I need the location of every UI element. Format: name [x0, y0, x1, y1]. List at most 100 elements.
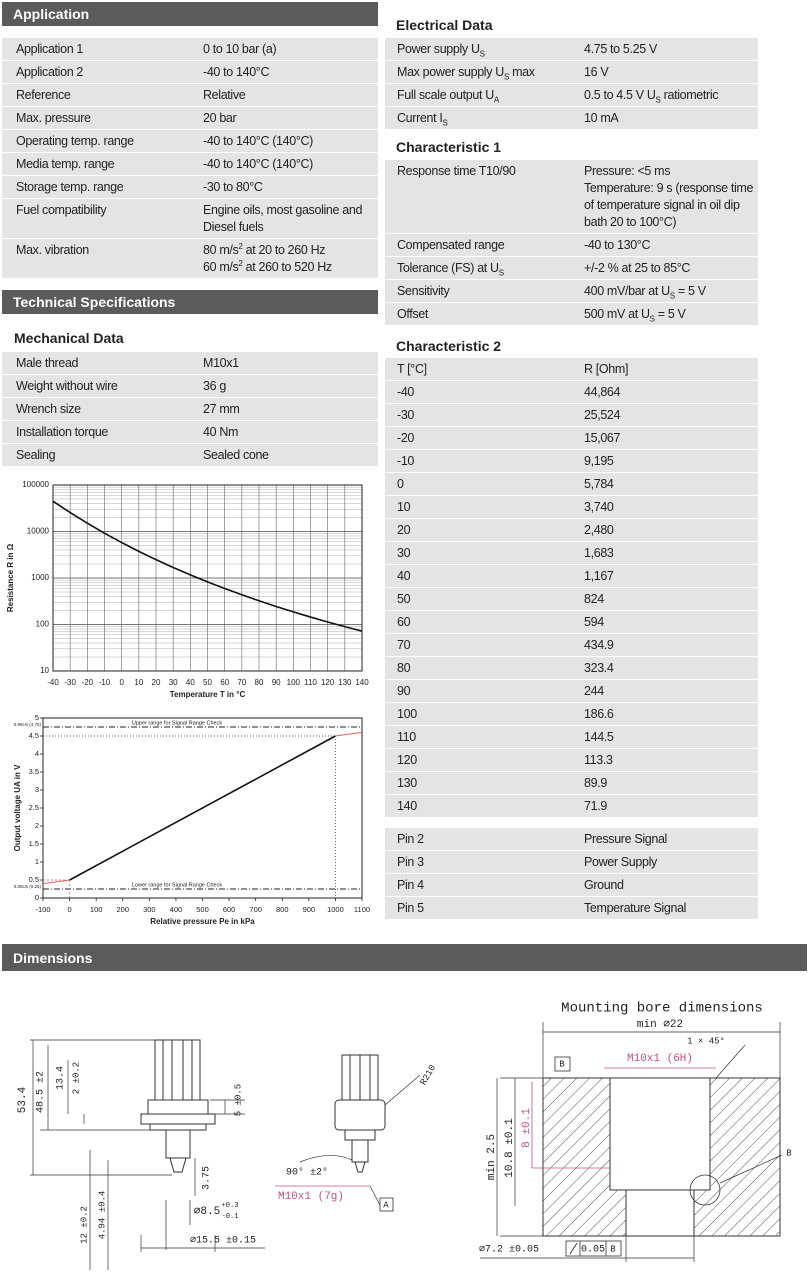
- row-label: 60: [385, 614, 584, 631]
- text: 60 m/s: [203, 260, 239, 274]
- text: Application 2: [16, 65, 84, 79]
- text: 60: [397, 615, 411, 629]
- text: 9,195: [584, 454, 614, 468]
- table-row: 140 71.9: [385, 795, 758, 818]
- x-tick-label: 60: [220, 678, 229, 687]
- text: 40: [397, 569, 411, 583]
- dimension-label: ⌀8.5: [194, 1206, 220, 1218]
- text: 16 V: [584, 65, 609, 79]
- table-row: 90 244: [385, 680, 758, 703]
- reference-label: Upper range for Signal Range Check: [132, 720, 222, 726]
- row-value: 10 mA: [584, 110, 758, 127]
- text: Response time T10/90: [397, 164, 516, 178]
- y-tick-label: 1.5: [29, 839, 39, 848]
- text: Compensated range: [397, 238, 505, 252]
- data-line: [42, 879, 70, 885]
- y-tick-label: 4.5: [29, 731, 39, 740]
- y-tick-label: 2: [35, 821, 39, 830]
- row-value: 71.9: [584, 798, 758, 815]
- text: Max. pressure: [16, 111, 91, 125]
- text: Pin 5: [397, 901, 424, 915]
- x-tick-label: 0: [67, 905, 71, 914]
- x-tick-label: -30: [64, 678, 76, 687]
- row-label: Male thread: [2, 355, 203, 372]
- section-bar: Dimensions: [2, 944, 807, 971]
- plot-frame: [52, 484, 363, 672]
- text: Offset: [397, 307, 429, 321]
- subscript: S: [479, 49, 485, 59]
- row-label: 10: [385, 499, 584, 516]
- row-value: 144.5: [584, 729, 758, 746]
- x-tick-label: 600: [223, 905, 236, 914]
- text: 130: [397, 776, 417, 790]
- y-tick-label: 3: [35, 785, 39, 794]
- table-row: 100 186.6: [385, 703, 758, 726]
- x-tick-label: 90: [272, 678, 281, 687]
- text: 10 mA: [584, 111, 619, 125]
- superscript: 2: [238, 258, 243, 268]
- text: = 5 V: [674, 284, 706, 298]
- row-label: Reference: [2, 87, 203, 104]
- text: Sealing: [16, 448, 56, 462]
- mounting-bore: [480, 1022, 783, 1262]
- text: 20: [397, 523, 411, 537]
- x-tick-label: 80: [255, 678, 264, 687]
- y-tick-label: 5: [35, 713, 39, 722]
- text: 15,067: [584, 431, 621, 445]
- dimension-label: 10.8 ±0.1: [504, 1118, 516, 1178]
- text: 100: [397, 707, 417, 721]
- text: 71.9: [584, 799, 607, 813]
- row-label: Full scale output UA: [385, 87, 584, 104]
- row-value: 27 mm: [203, 401, 378, 418]
- y-tick-label: 3.5: [29, 767, 39, 776]
- x-tick-label: -100: [35, 905, 50, 914]
- text: Power Supply: [584, 855, 657, 869]
- x-tick-label: 20: [152, 678, 161, 687]
- row-value: -30 to 80°C: [203, 179, 378, 196]
- text: 244: [584, 684, 604, 698]
- text: 400 mV/bar at U: [584, 284, 670, 298]
- row-label: Installation torque: [2, 424, 203, 441]
- row-value: -40 to 140°C (140°C): [203, 133, 378, 150]
- text: -40 to 140°C (140°C): [203, 157, 313, 171]
- data-line: [69, 735, 336, 881]
- text: Male thread: [16, 356, 79, 370]
- x-tick-label: 300: [143, 905, 156, 914]
- table-row: 80 323.4: [385, 657, 758, 680]
- text: R [Ohm]: [584, 362, 629, 376]
- subscript: S: [498, 268, 504, 278]
- text: 140: [397, 799, 417, 813]
- row-label: Sealing: [2, 447, 203, 464]
- row-label: -40: [385, 384, 584, 401]
- row-label: 100: [385, 706, 584, 723]
- text: Operating temp. range: [16, 134, 134, 148]
- text: 500 mV at U: [584, 307, 650, 321]
- table-row: Storage temp. range -30 to 80°C: [2, 176, 378, 199]
- row-value: 500 mV at US = 5 V: [584, 306, 758, 323]
- y-tick-label: 4: [35, 749, 39, 758]
- table-row: 110 144.5: [385, 726, 758, 749]
- row-value: Engine oils, most gasoline and Diesel fu…: [203, 202, 378, 236]
- dimension-label: Mounting bore dimensions: [561, 1001, 763, 1017]
- text: 50: [397, 592, 411, 606]
- text: 1,683: [584, 546, 614, 560]
- y-tick-label: 1: [35, 857, 39, 866]
- text: -30 to 80°C: [203, 180, 263, 194]
- row-label: Response time T10/90: [385, 163, 584, 231]
- row-label: Max. pressure: [2, 110, 203, 127]
- table-row: 70 434.9: [385, 634, 758, 657]
- dimension-label: M10x1 (7g): [278, 1191, 344, 1203]
- text: -40 to 140°C: [203, 65, 270, 79]
- table-row: 50 824: [385, 588, 758, 611]
- chart: 0 0.5 1 1.5 2 2.5 3 3.5 4 4.5 5 -100 0 100 200 300 400 50…: [13, 713, 370, 926]
- text: 1,167: [584, 569, 614, 583]
- y-tick-label: 2.5: [29, 803, 39, 812]
- text: 5,784: [584, 477, 614, 491]
- text: 25,524: [584, 408, 621, 422]
- x-tick-label: 400: [170, 905, 183, 914]
- text-line: Temperature: 9 s (response time of tempe…: [584, 180, 754, 231]
- table-row: 120 113.3: [385, 749, 758, 772]
- table-row: T [°C] R [Ohm]: [385, 358, 758, 381]
- text: = 5 V: [654, 307, 686, 321]
